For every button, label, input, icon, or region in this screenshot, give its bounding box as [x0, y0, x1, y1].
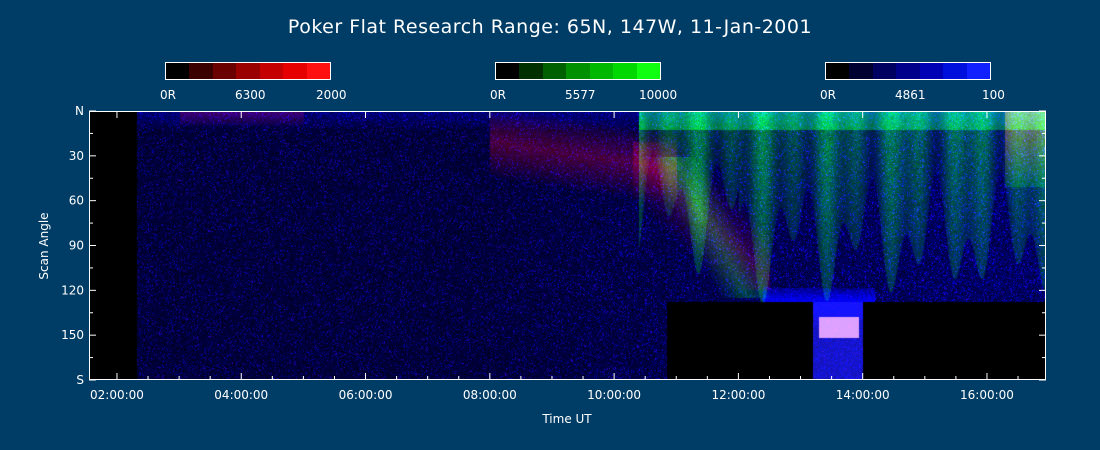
colorbar-swatch — [849, 63, 873, 79]
colorbar-4861-max-label: 100 — [982, 88, 1005, 102]
colorbar-swatch — [566, 63, 590, 79]
colorbar-swatch — [189, 63, 213, 79]
x-tick-label: 08:00:00 — [463, 388, 517, 402]
colorbar-swatch — [283, 63, 307, 79]
y-tick-label: 90 — [69, 239, 84, 253]
y-tick-label: 120 — [61, 283, 84, 297]
y-tick-label: 60 — [69, 194, 84, 208]
colorbar-swatch — [966, 63, 990, 79]
y-tick-label: 150 — [61, 328, 84, 342]
colorbar-6300-min-label: 0R — [160, 88, 176, 102]
y-tick-label: 30 — [69, 149, 84, 163]
colorbar-5577-min-label: 0R — [490, 88, 506, 102]
x-tick-label: 14:00:00 — [836, 388, 890, 402]
colorbar-5577 — [495, 62, 661, 80]
colorbar-swatch — [236, 63, 260, 79]
colorbar-swatch — [919, 63, 944, 79]
colorbar-swatch — [166, 63, 190, 79]
colorbar-swatch — [589, 63, 614, 79]
y-axis-label: Scan Angle — [37, 212, 51, 279]
keogram-plot — [89, 111, 1046, 380]
colorbar-swatch — [212, 63, 237, 79]
colorbar-swatch — [872, 63, 897, 79]
colorbar-swatch — [943, 63, 967, 79]
x-tick-label: 04:00:00 — [214, 388, 268, 402]
colorbar-swatch — [613, 63, 637, 79]
colorbar-swatch — [826, 63, 850, 79]
colorbar-5577-max-label: 10000 — [639, 88, 678, 102]
colorbar-swatch — [306, 63, 330, 79]
x-tick-label: 02:00:00 — [90, 388, 144, 402]
x-tick-label: 06:00:00 — [339, 388, 393, 402]
chart-title: Poker Flat Research Range: 65N, 147W, 11… — [287, 16, 813, 38]
x-axis-label: Time UT — [541, 412, 592, 426]
colorbar-swatch — [519, 63, 543, 79]
colorbar-6300 — [165, 62, 331, 80]
x-tick-label: 12:00:00 — [711, 388, 765, 402]
colorbar-4861-mid-label: 4861 — [895, 88, 926, 102]
y-tick-label: S — [76, 373, 84, 387]
colorbar-swatch — [259, 63, 284, 79]
colorbar-swatch — [496, 63, 520, 79]
colorbar-5577-mid-label: 5577 — [565, 88, 596, 102]
x-tick-label: 10:00:00 — [587, 388, 641, 402]
colorbar-4861-min-label: 0R — [820, 88, 836, 102]
colorbar-4861 — [825, 62, 991, 80]
colorbar-6300-max-label: 2000 — [316, 88, 347, 102]
colorbar-swatch — [896, 63, 920, 79]
colorbar-swatch — [542, 63, 567, 79]
colorbar-swatch — [636, 63, 660, 79]
keogram-image — [90, 112, 1045, 379]
x-tick-label: 16:00:00 — [960, 388, 1014, 402]
y-tick-label: N — [75, 104, 84, 118]
colorbar-6300-mid-label: 6300 — [235, 88, 266, 102]
